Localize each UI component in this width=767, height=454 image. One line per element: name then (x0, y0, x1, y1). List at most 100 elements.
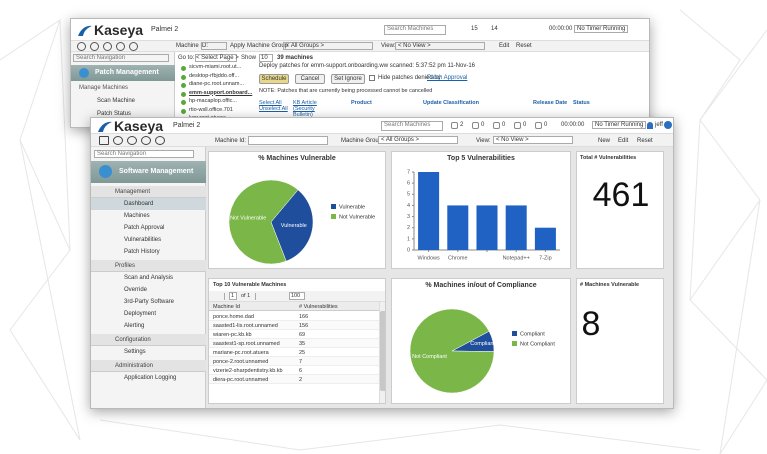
scrollbar-thumb[interactable] (380, 311, 385, 391)
show-count[interactable]: 10 (259, 54, 273, 62)
select-page[interactable]: < Select Page > (195, 54, 239, 62)
front-window: Kaseya Palmei 2 Search Machines 2 0 0 0 0 00:00:… (90, 117, 674, 409)
toolbar-icon[interactable] (141, 136, 151, 145)
nav-item[interactable]: Scan and Analysis (124, 275, 174, 281)
y-tick-label: 3 (407, 214, 410, 220)
chart-title: % Machines Vulnerable (258, 155, 336, 162)
toolbar-icon[interactable] (129, 42, 138, 51)
toolbar-icon[interactable] (77, 42, 86, 51)
edit-button[interactable]: Edit (499, 43, 510, 49)
action-button[interactable]: Set Ignore (331, 74, 365, 84)
section-title: Administration (115, 363, 154, 369)
y-tick-label: 6 (407, 181, 410, 187)
machine-item[interactable]: emm-support.onboard... (189, 89, 253, 96)
user-name[interactable]: jeff (655, 122, 663, 128)
module-title: Software Management (119, 168, 194, 175)
legend-label: Not Vulnerable (339, 214, 375, 220)
patch-approval-link[interactable]: Patch Approval (427, 75, 468, 81)
machine-status-dot (181, 74, 186, 80)
toolbar-icon[interactable] (116, 42, 125, 51)
toolbar-icon[interactable] (127, 136, 137, 145)
nav-item[interactable]: Manage Machines (79, 85, 129, 91)
header-icon (472, 122, 479, 129)
search-navigation[interactable]: Search Navigation (94, 150, 194, 158)
apply-button[interactable]: Apply (230, 43, 246, 49)
machine-id-input[interactable] (248, 136, 328, 145)
machine-group-select[interactable]: < All Groups > (283, 42, 373, 50)
legend-swatch (331, 214, 336, 219)
toolbar-icon[interactable] (155, 136, 165, 145)
machine-group-select[interactable]: < All Groups > (378, 136, 458, 144)
pie-slice (409, 308, 495, 394)
pager-first[interactable] (213, 293, 225, 300)
nav-item[interactable]: Deployment (124, 311, 157, 317)
nav-item[interactable]: Vulnerabilities (124, 237, 162, 243)
column-header[interactable]: Select All Unselect All (259, 100, 288, 112)
section-header[interactable] (91, 186, 206, 198)
timer-status: No Timer Running (592, 121, 647, 129)
nav-item[interactable]: Application Logging (124, 375, 177, 381)
machine-item[interactable]: desktop-rfbjddo.off... (189, 72, 240, 79)
nav-item[interactable]: Override (124, 287, 148, 293)
search-box[interactable]: Search Machines (381, 121, 443, 131)
nav-item[interactable]: Patch History (124, 249, 160, 255)
view-select[interactable]: < No View > (395, 42, 485, 50)
nav-item[interactable]: Patch Approval (124, 225, 165, 231)
reset-button[interactable]: Reset (637, 138, 653, 144)
toolbar-icon[interactable] (113, 136, 123, 145)
section-header[interactable] (91, 260, 206, 272)
machine-item[interactable]: rtio-wsll.office.701 (189, 106, 233, 113)
section-header[interactable] (91, 334, 206, 346)
vulnerability-count-cell: 7 (299, 359, 303, 365)
module-icon (79, 68, 89, 78)
bar (447, 205, 469, 250)
x-tick-label: Chrome (448, 255, 468, 261)
module-header (91, 161, 206, 183)
page-input[interactable]: 1 (229, 292, 237, 300)
section-header[interactable] (91, 360, 206, 372)
go-to-label: Go to: (178, 55, 195, 61)
new-button[interactable]: New (598, 138, 611, 144)
nav-item[interactable]: Scan Machine (97, 98, 136, 104)
toolbar-icon[interactable] (99, 136, 109, 145)
header-icon (535, 122, 542, 129)
machine-id-cell: vizerie2-sharpdentistry.kb.kb (213, 368, 283, 374)
action-button[interactable]: Schedule (259, 74, 289, 84)
pager-next[interactable] (255, 293, 271, 300)
nav-item[interactable]: Dashboard (124, 201, 154, 207)
machine-status-dot (181, 108, 186, 114)
view-select[interactable]: < No View > (493, 136, 573, 144)
machine-item[interactable]: hp-macaplop.offic... (189, 98, 237, 104)
help-icon[interactable] (664, 121, 672, 129)
legend-swatch (331, 204, 336, 209)
action-button[interactable]: Cancel (295, 74, 325, 84)
panel: % Machines in/out of Compliance Compliant… (391, 278, 571, 404)
table-row (209, 321, 379, 330)
search-navigation[interactable]: Search Navigation (73, 54, 169, 62)
column-header: KB Article (Security Bulletin) (293, 100, 317, 118)
nav-item[interactable]: Patch Status (97, 111, 132, 117)
nav-item[interactable]: 3rd-Party Software (124, 299, 175, 305)
legend-swatch (512, 331, 517, 336)
machine-item[interactable]: diane-pc.root.unnam... (189, 81, 245, 87)
nav-item[interactable]: Alerting (124, 323, 145, 329)
search-box[interactable]: Search Machines (384, 25, 446, 35)
toolbar-icon[interactable] (103, 42, 112, 51)
nav-item[interactable]: Machines (124, 213, 150, 219)
legend-swatch (512, 341, 517, 346)
reset-button[interactable]: Reset (516, 43, 532, 49)
nav-item[interactable]: Settings (124, 349, 146, 355)
show-label: Show (241, 55, 257, 61)
panel: Top 10 Vulnerable Machines 1 of 1 100 Machin… (208, 278, 386, 404)
machine-item[interactable]: sicvm-miami.root.ut... (189, 64, 242, 70)
panel: % Machines Vulnerable Vulnerable Vulnerabl… (208, 151, 386, 269)
machine-id-input[interactable] (201, 42, 227, 50)
chart-title: Top 5 Vulnerabilities (447, 155, 515, 162)
machine-id-cell: wiaren-pc.kb.kb (213, 332, 252, 338)
page-size[interactable]: 100 (289, 292, 305, 300)
edit-button[interactable]: Edit (618, 138, 629, 144)
column-header: # Vulnerabilities (299, 304, 338, 310)
module-title: Patch Management (95, 69, 159, 76)
toolbar-icon[interactable] (90, 42, 99, 51)
back-window: Kaseya Palmei 2 Search Machines 15 14 00:00:0… (70, 18, 650, 128)
